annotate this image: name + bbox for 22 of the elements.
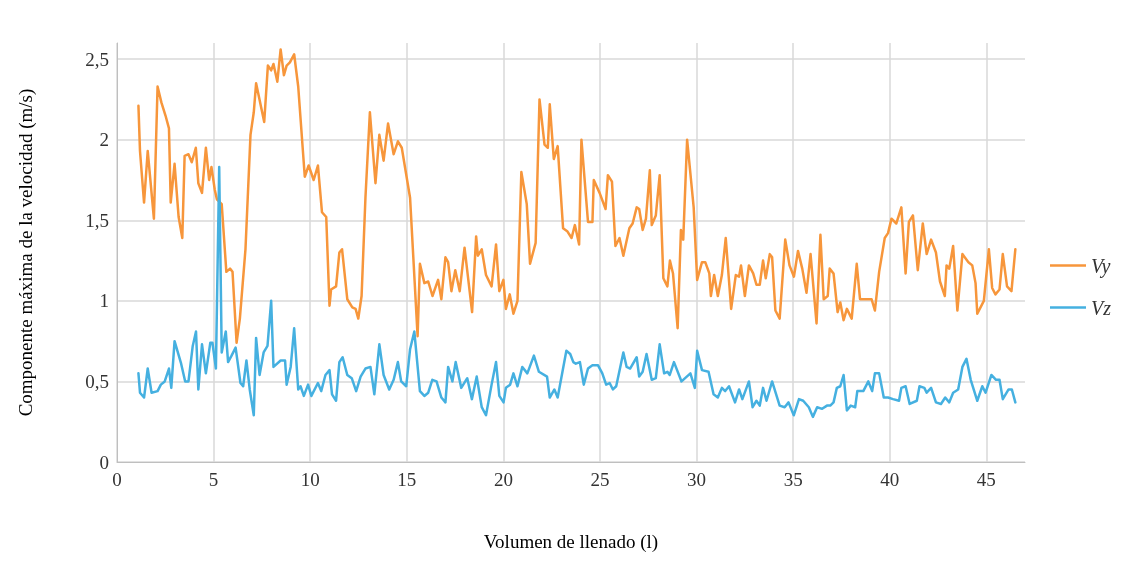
x-tick-label: 0 (112, 469, 122, 490)
x-tick-label: 5 (208, 469, 219, 490)
y-axis-title: Componente máxima de la velocidad (m/s) (15, 88, 37, 417)
x-tick-label: 40 (880, 469, 900, 490)
x-tick-label: 35 (783, 469, 803, 490)
x-tick-label: 10 (300, 469, 320, 490)
x-axis-title: Volumen de llenado (l) (483, 531, 659, 553)
y-tick-label: 1,5 (85, 209, 109, 231)
x-tick-label: 25 (590, 469, 610, 490)
x-tick-label: 30 (687, 469, 707, 490)
x-tick-label: 15 (397, 469, 417, 490)
x-tick-label: 20 (493, 469, 513, 490)
legend-label: Vy (1091, 254, 1111, 278)
y-tick-label: 1 (99, 290, 109, 312)
y-tick-label: 2 (99, 129, 109, 151)
legend-label: Vz (1091, 296, 1112, 319)
line-series (137, 48, 1017, 344)
line-series (137, 165, 1017, 419)
x-tick-label: 45 (976, 469, 996, 490)
y-tick-label: 0,5 (85, 370, 109, 392)
y-tick-label: 0 (99, 451, 109, 473)
y-tick-label: 2,5 (85, 48, 109, 70)
